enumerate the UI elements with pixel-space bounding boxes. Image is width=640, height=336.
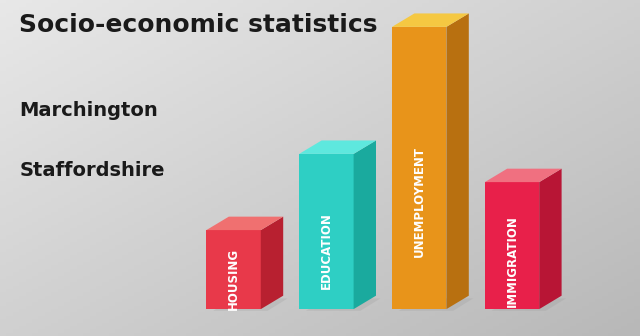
Polygon shape <box>392 27 447 309</box>
Polygon shape <box>392 13 468 27</box>
Polygon shape <box>300 140 376 154</box>
Text: HOUSING: HOUSING <box>227 248 240 310</box>
Text: Socio-economic statistics: Socio-economic statistics <box>19 13 378 37</box>
Text: EDUCATION: EDUCATION <box>320 212 333 289</box>
Polygon shape <box>485 182 540 309</box>
Text: IMMIGRATION: IMMIGRATION <box>506 215 518 307</box>
Polygon shape <box>213 298 287 311</box>
Text: Marchington: Marchington <box>19 101 158 120</box>
Polygon shape <box>399 298 474 311</box>
Text: Staffordshire: Staffordshire <box>19 161 164 180</box>
Polygon shape <box>300 154 354 309</box>
Polygon shape <box>485 169 562 182</box>
Polygon shape <box>261 217 283 309</box>
Text: UNEMPLOYMENT: UNEMPLOYMENT <box>413 146 426 257</box>
Polygon shape <box>540 169 562 309</box>
Polygon shape <box>492 298 566 311</box>
Polygon shape <box>306 298 380 311</box>
Polygon shape <box>354 140 376 309</box>
Polygon shape <box>206 230 261 309</box>
Polygon shape <box>447 13 468 309</box>
Polygon shape <box>206 217 283 230</box>
